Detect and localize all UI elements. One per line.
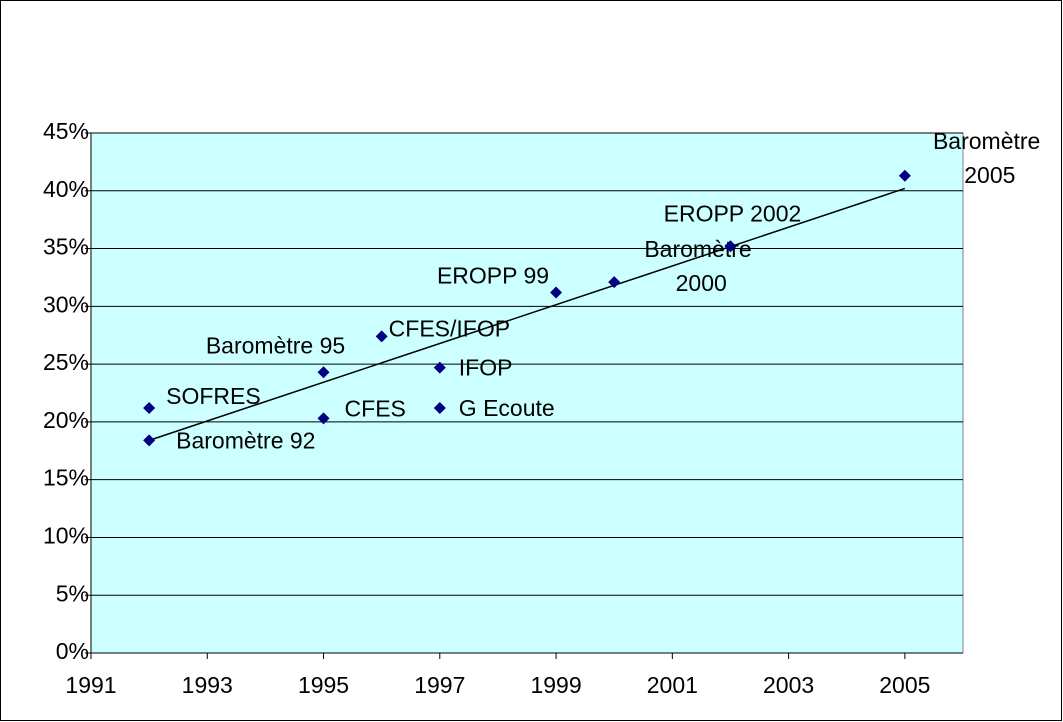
y-tick-label: 20%: [43, 407, 89, 433]
label-line: Baromètre: [933, 128, 1047, 154]
x-tick-label: 2003: [763, 672, 814, 698]
point: [375, 330, 388, 343]
y-tick-label: 25%: [43, 349, 89, 375]
point: [724, 240, 737, 253]
point-label: IFOP: [459, 355, 513, 381]
point-label: Baromètre 2000: [644, 236, 758, 296]
point: [898, 169, 911, 182]
point: [143, 434, 156, 447]
point-label: G Ecoute: [459, 395, 555, 421]
point-label: Baromètre 2005: [933, 128, 1047, 188]
y-tick-label: 15%: [43, 465, 89, 491]
point-label: CFES/IFOP: [389, 315, 510, 341]
point-label: CFES: [345, 396, 406, 422]
point: [143, 402, 156, 415]
point: [317, 412, 330, 425]
label-line: 2000: [676, 270, 727, 296]
x-tick-label: 1995: [298, 672, 349, 698]
point: [608, 276, 621, 289]
point: [433, 402, 446, 415]
y-tick-label: 5%: [56, 580, 89, 606]
point-label: SOFRES: [166, 383, 261, 409]
point-label: EROPP 99: [437, 263, 549, 289]
label-line: Baromètre: [644, 236, 758, 262]
point-label: EROPP 2002: [664, 200, 802, 226]
x-tick-label: 2005: [879, 672, 930, 698]
y-tick-label: 45%: [43, 118, 89, 144]
x-tick-label: 1999: [530, 672, 581, 698]
point-label: Baromètre 92: [176, 427, 315, 453]
point-label: Baromètre 95: [206, 332, 345, 358]
point: [550, 286, 563, 299]
x-tick-label: 1991: [65, 672, 116, 698]
plot-area: [90, 132, 964, 654]
x-tick-label: 1993: [182, 672, 233, 698]
label-line: 2005: [964, 162, 1015, 188]
point: [317, 366, 330, 379]
y-tick-label: 0%: [56, 638, 89, 664]
y-tick-label: 10%: [43, 523, 89, 549]
point: [433, 361, 446, 374]
y-tick-label: 40%: [43, 176, 89, 202]
x-tick-label: 1997: [414, 672, 465, 698]
y-tick-label: 30%: [43, 291, 89, 317]
x-tick-label: 2001: [647, 672, 698, 698]
y-tick-label: 35%: [43, 234, 89, 260]
trendline: [148, 187, 906, 442]
